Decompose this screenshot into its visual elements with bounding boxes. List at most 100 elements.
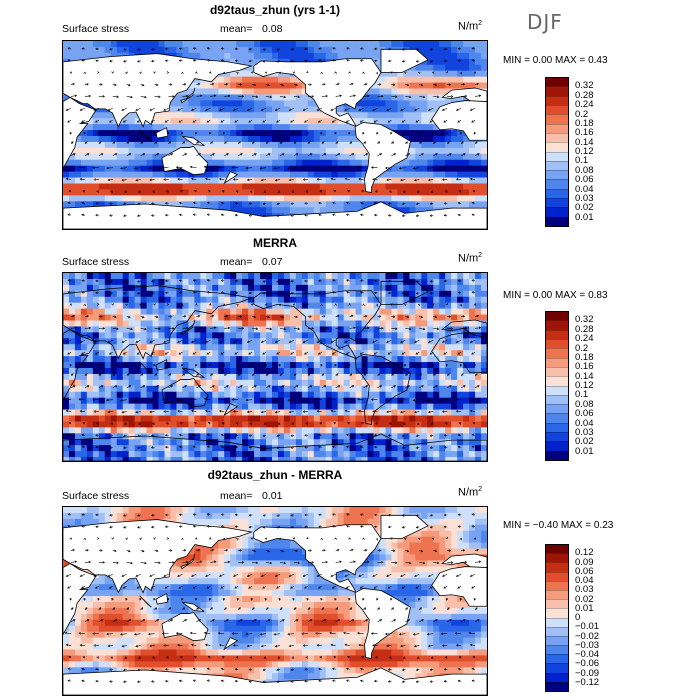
colorbar-tick-label: 0.04 [575,417,594,429]
continents [63,514,487,695]
colorbar-swatch [546,441,568,451]
mean-value: 0.07 [262,256,283,268]
colorbar-swatch [546,132,568,143]
colorbar-swatch [546,413,568,423]
colorbar-tick-label: −0.12 [575,676,600,688]
colorbar-swatch [546,312,568,321]
colorbar-swatch [546,432,568,442]
panel-title: MERRA [253,236,297,250]
colorbar-tick-label: 0.18 [575,117,594,129]
colorbar-tick-label: 0.03 [575,584,594,596]
colorbar-swatch [546,599,568,609]
units-label: N/m2 [458,20,483,33]
colorbar-swatch [546,151,568,161]
map-canvas [63,41,487,229]
colorbar-tick-label: 0.24 [575,333,594,345]
colorbar-swatch [546,348,568,358]
colorbar-tick-label: 0.2 [575,342,589,354]
colorbar-tick-label: 0.02 [575,436,594,448]
colorbar-swatch [546,160,568,171]
colorbar-swatch [546,681,568,691]
colorbar-swatch [546,562,568,572]
colorbar-tick-label: 0.14 [575,136,594,148]
colorbar [545,544,569,692]
colorbar-swatch [546,589,568,600]
units-label: N/m2 [458,486,483,499]
colorbar-tick-label: 0.24 [575,99,594,111]
colorbar-tick-label: 0.16 [575,361,594,373]
colorbar-tick-label: 0.28 [575,323,594,335]
colorbar-swatch [546,114,568,124]
continents [63,280,487,461]
colorbar-tick-label: 0.1 [575,389,589,401]
stress-vectors [64,47,482,217]
colorbar-swatch [546,95,568,105]
colorbar-swatch [546,450,568,460]
variable-label: Surface stress [62,23,130,35]
colorbar-swatch [546,654,568,664]
colorbar-swatch [546,142,568,152]
colorbar-swatch [546,329,568,339]
variable-label: Surface stress [62,490,130,502]
colorbar-swatch [546,672,568,682]
shaded-field [63,273,487,461]
mean-label: mean= [220,490,253,502]
colorbar-tick-label: −0.01 [575,621,600,633]
panel-title: d92taus_zhun - MERRA [207,468,343,482]
colorbar-swatch [546,663,568,673]
colorbar-swatch [546,571,568,581]
stress-vectors [64,279,482,449]
mean-label: mean= [220,23,253,35]
colorbar-tick-label: 0.12 [575,547,594,559]
colorbar-swatch [546,188,568,199]
variable-label: Surface stress [62,256,130,268]
colorbar-tick-label: 0.18 [575,351,594,363]
colorbar-tick-label: 0.32 [575,80,594,92]
colorbar-tick-label: 0.16 [575,127,594,139]
panel-title: d92taus_zhun (yrs 1-1) [209,3,341,17]
colorbar-tick-label: 0.12 [575,380,594,391]
colorbar-tick-label: 0.06 [575,565,594,577]
min-max-readout: MIN = 0.00 MAX = 0.83 [503,290,608,301]
min-max-readout: MIN = −0.40 MAX = 0.23 [503,520,614,531]
map-plot [62,272,488,462]
colorbar-tick-label: 0.14 [575,370,594,382]
colorbar-tick-label: 0.12 [575,146,594,157]
colorbar-swatch [546,635,568,646]
colorbar-swatch [546,553,568,563]
mean-label: mean= [220,256,253,268]
mean-value: 0.01 [262,490,283,502]
colorbar-tick-label: 0.2 [575,108,589,120]
units-label: N/m2 [458,252,483,265]
min-max-readout: MIN = 0.00 MAX = 0.43 [503,55,608,66]
colorbar-swatch [546,123,568,133]
colorbar-tick-label: −0.09 [575,667,600,679]
colorbar-swatch [546,216,568,226]
colorbar-swatch [546,626,568,636]
colorbar-swatch [546,357,568,367]
colorbar [545,311,569,461]
colorbar-tick-label: 0.06 [575,174,594,186]
colorbar-swatch [546,404,568,414]
colorbar-swatch [546,545,568,554]
colorbar-tick-label: 0.04 [575,575,594,586]
colorbar-tick-label: 0.01 [575,211,594,223]
colorbar-swatch [546,385,568,395]
colorbar-tick-label: 0.01 [575,602,594,614]
colorbar-swatch [546,645,568,655]
colorbar [545,77,569,227]
colorbar-swatch [546,580,568,590]
colorbar-tick-label: −0.04 [575,649,600,660]
colorbar-swatch [546,422,568,433]
colorbar-tick-label: 0.03 [575,192,594,204]
colorbar-swatch [546,207,568,217]
colorbar-tick-label: −0.06 [575,658,600,670]
colorbar-tick-label: 0.32 [575,314,594,326]
colorbar-swatch [546,179,568,189]
colorbar-tick-label: 0.02 [575,202,594,214]
colorbar-swatch [546,104,568,115]
colorbar-swatch [546,608,568,618]
season-label: DJF [527,10,563,34]
map-canvas [63,273,487,461]
continents [63,48,487,229]
